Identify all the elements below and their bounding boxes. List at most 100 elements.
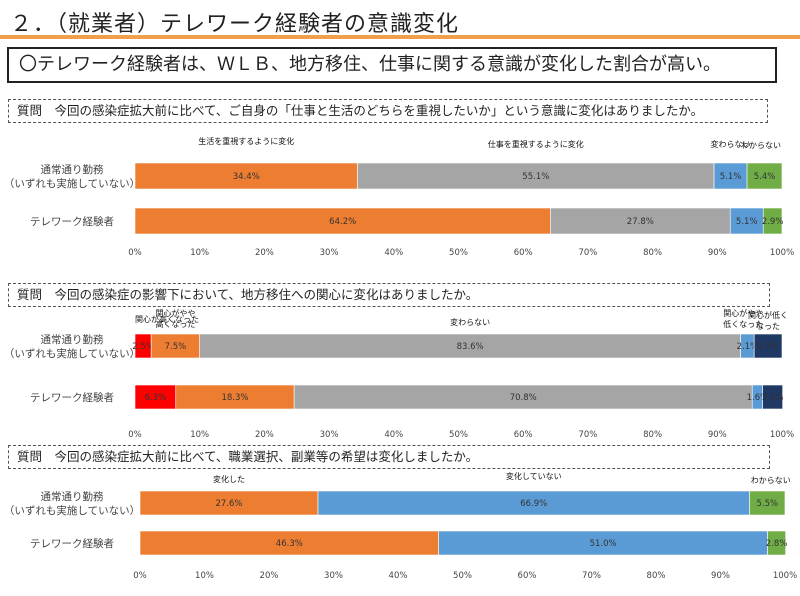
- question-box-career: 質問 今回の感染症拡大前に比べて、職業選択、副業等の希望は変化しましたか。: [8, 445, 770, 469]
- chart1-data-label: 64.2%: [329, 217, 356, 227]
- question-box-wlb: 質問 今回の感染症拡大前に比べて、ご自身の「仕事と生活のどちらを重視したいか」と…: [8, 99, 768, 123]
- chart2-data-label: 2.1%: [737, 342, 759, 352]
- chart1-category-label: （いずれも実施していない）: [4, 177, 140, 190]
- chart3-bar-segment: [139, 530, 439, 556]
- chart1-bar-segment: [134, 207, 551, 235]
- chart1-data-label: 5.1%: [736, 217, 758, 227]
- chart3-series-label: 変化していない: [506, 471, 562, 481]
- chart1-bar-segment: [357, 162, 715, 190]
- chart1-category-label: 通常通り勤務: [41, 163, 104, 176]
- chart2-tick-label: 40%: [384, 430, 403, 440]
- chart1-tick-label: 40%: [384, 248, 403, 258]
- chart1-tick-label: 80%: [643, 248, 662, 258]
- chart3-series-label: わからない: [751, 476, 791, 485]
- chart3-tick-label: 40%: [389, 571, 408, 581]
- chart2-bar-segment: [293, 384, 753, 410]
- chart2-data-label: 1.6%: [747, 393, 769, 403]
- chart2-data-label: 70.8%: [510, 393, 537, 403]
- chart3-tick-label: 100%: [773, 571, 797, 581]
- chart2-data-label: 3.1%: [762, 393, 784, 403]
- chart2-data-label: 7.5%: [165, 342, 187, 352]
- chart2-tick-label: 0%: [128, 430, 142, 440]
- chart3-tick-label: 20%: [260, 571, 279, 581]
- chart3-bar-segment: [317, 490, 750, 516]
- chart3-bar-segment: [438, 530, 768, 556]
- chart3-category-label: （いずれも実施していない）: [4, 504, 140, 517]
- chart2-data-label: 6.3%: [145, 393, 167, 403]
- chart3-data-label: 46.3%: [276, 539, 303, 549]
- chart3-data-label: 51.0%: [590, 539, 617, 549]
- chart3-series-label: 変化した: [213, 474, 245, 484]
- chart3-tick-label: 70%: [582, 571, 601, 581]
- chart2-category-label: 通常通り勤務: [41, 333, 104, 346]
- chart1-tick-label: 60%: [514, 248, 533, 258]
- chart1-bar-segment: [762, 207, 783, 235]
- chart1-series-label: わからない: [741, 141, 781, 150]
- chart2-data-label: 2.5%: [132, 342, 154, 352]
- chart2-category-label: テレワーク経験者: [30, 391, 114, 404]
- chart2-data-label: 4.3%: [757, 342, 779, 352]
- chart1-bar-segment: [746, 162, 783, 190]
- chart2-bar-segment: [762, 384, 783, 410]
- chart1-bar-segment: [550, 207, 731, 235]
- chart1-series-label: 変わらない: [711, 139, 751, 149]
- chart2-series-label: 関心がやや: [723, 308, 763, 318]
- chart2-series-label: なった: [756, 322, 780, 331]
- chart3-tick-label: 60%: [518, 571, 537, 581]
- question-box-relocation: 質問 今回の感染症の影響下において、地方移住への関心に変化はありましたか。: [8, 283, 770, 307]
- chart1-data-label: 27.8%: [627, 217, 654, 227]
- chart3-tick-label: 30%: [324, 571, 343, 581]
- chart2-bar-segment: [175, 384, 295, 410]
- chart1-bar-segment: [713, 162, 748, 190]
- chart2-tick-label: 100%: [770, 430, 794, 440]
- chart2-bar-segment: [753, 333, 783, 359]
- chart3-data-label: 5.5%: [756, 499, 778, 509]
- chart1-data-label: 5.1%: [720, 172, 742, 182]
- chart2-series-label: 高くなった: [155, 319, 195, 329]
- chart2-tick-label: 30%: [320, 430, 339, 440]
- page-title: ２．（就業者）テレワーク経験者の意識変化: [10, 12, 460, 37]
- chart2-tick-label: 50%: [449, 430, 468, 440]
- chart2-series-label: 低くなった: [723, 319, 763, 329]
- chart2-series-label: 変わらない: [450, 317, 490, 327]
- chart1-series-label: 仕事を重視するように変化: [488, 139, 584, 149]
- chart1-data-label: 2.9%: [762, 217, 784, 227]
- chart3-data-label: 27.6%: [216, 499, 243, 509]
- chart2-tick-label: 80%: [643, 430, 662, 440]
- chart2-tick-label: 70%: [578, 430, 597, 440]
- chart1-data-label: 55.1%: [522, 172, 549, 182]
- chart2-tick-label: 60%: [514, 430, 533, 440]
- chart3-data-label: 66.9%: [520, 499, 547, 509]
- chart3-bar-segment: [767, 530, 786, 556]
- chart1-tick-label: 70%: [578, 248, 597, 258]
- chart3-data-label: 2.8%: [766, 539, 788, 549]
- chart1-bar-segment: [134, 162, 358, 190]
- chart1-series-label: 生活を重視するように変化: [198, 136, 294, 146]
- chart3-category-label: テレワーク経験者: [30, 537, 114, 550]
- chart2-series-label: 関心が高くなった: [135, 314, 199, 324]
- chart1-tick-label: 50%: [449, 248, 468, 258]
- chart1-data-label: 34.4%: [233, 172, 260, 182]
- chart2-data-label: 83.6%: [457, 342, 484, 352]
- chart2-tick-label: 20%: [255, 430, 274, 440]
- chart1-tick-label: 100%: [770, 248, 794, 258]
- chart2-series-label: 関心が低く: [748, 310, 788, 320]
- chart1-tick-label: 10%: [190, 248, 209, 258]
- chart3-tick-label: 80%: [647, 571, 666, 581]
- chart1-category-label: テレワーク経験者: [30, 215, 114, 228]
- chart2-bar-segment: [199, 333, 741, 359]
- chart2-bar-segment: [134, 384, 177, 410]
- chart2-tick-label: 10%: [190, 430, 209, 440]
- chart3-tick-label: 10%: [195, 571, 214, 581]
- chart3-tick-label: 90%: [711, 571, 730, 581]
- chart2-category-label: （いずれも実施していない）: [4, 347, 140, 360]
- chart2-tick-label: 90%: [708, 430, 727, 440]
- chart2-series-label: 関心がやや: [155, 308, 195, 318]
- chart1-tick-label: 20%: [255, 248, 274, 258]
- chart1-tick-label: 30%: [320, 248, 339, 258]
- title-underline: [0, 35, 800, 39]
- chart3-tick-label: 0%: [133, 571, 147, 581]
- chart1-data-label: 5.4%: [754, 172, 776, 182]
- chart3-tick-label: 50%: [453, 571, 472, 581]
